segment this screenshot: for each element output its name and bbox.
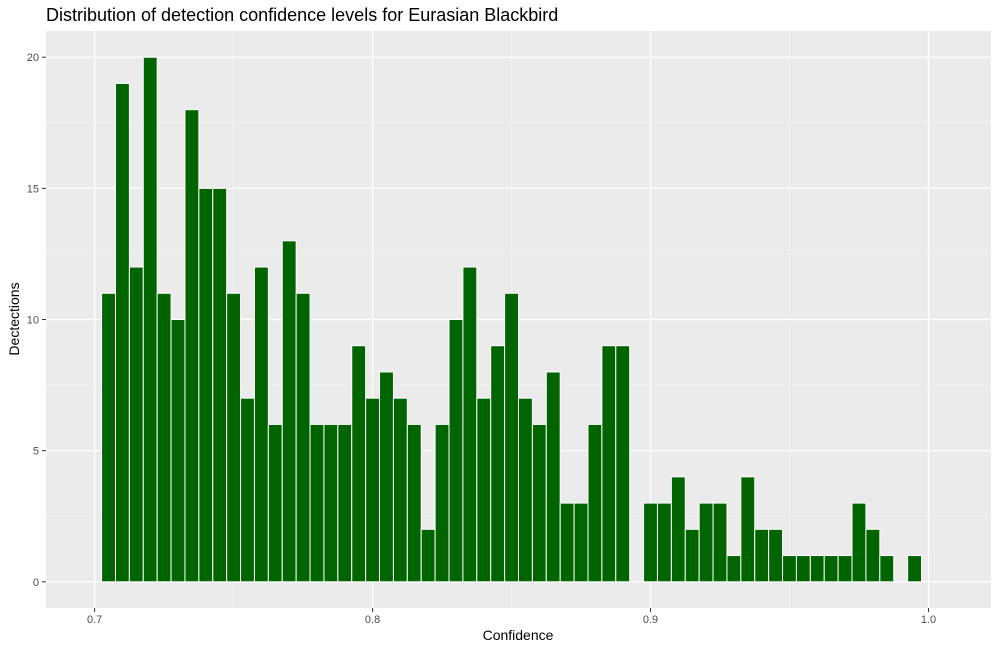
- histogram-bar: [309, 423, 325, 583]
- histogram-bar: [184, 109, 200, 583]
- histogram-bar: [809, 555, 825, 583]
- y-tick-label: 5: [33, 446, 39, 458]
- histogram-bar: [531, 423, 547, 583]
- x-tick-label: 0.7: [87, 614, 102, 626]
- histogram-bar: [281, 240, 297, 583]
- histogram-bar: [712, 502, 728, 583]
- histogram-bar: [795, 555, 811, 583]
- histogram-bar: [240, 397, 255, 583]
- y-tick-label: 10: [27, 315, 39, 327]
- histogram-bar: [684, 528, 700, 583]
- histogram-bar: [726, 555, 742, 583]
- histogram-bar: [295, 292, 311, 583]
- y-tick-label: 15: [27, 183, 39, 195]
- histogram-bar: [601, 345, 617, 583]
- histogram-bar: [142, 56, 158, 583]
- histogram-bar: [392, 397, 408, 583]
- histogram-bar: [518, 397, 533, 583]
- histogram-bar: [170, 319, 186, 583]
- histogram-bar: [670, 476, 686, 583]
- histogram-bar: [156, 292, 172, 583]
- histogram-bar: [128, 266, 144, 583]
- histogram-bar: [434, 423, 450, 583]
- histogram-bar: [323, 423, 339, 583]
- x-tick-label: 0.8: [365, 614, 380, 626]
- histogram-bar: [559, 502, 575, 583]
- histogram-bar: [420, 528, 436, 583]
- histogram-bar: [406, 423, 422, 583]
- histogram-bar: [476, 397, 492, 583]
- histogram-bar: [337, 423, 353, 583]
- histogram-bar: [587, 423, 603, 583]
- histogram-bar: [504, 292, 519, 583]
- y-tick-label: 20: [27, 52, 39, 64]
- histogram-bar: [114, 82, 130, 583]
- x-axis-title: Confidence: [483, 627, 554, 643]
- histogram-bar: [907, 555, 923, 583]
- x-axis: 0.7 0.8 0.9 1.0: [87, 608, 936, 626]
- histogram-bar: [545, 371, 561, 583]
- histogram-bar: [615, 345, 631, 583]
- histogram-bar: [879, 555, 895, 583]
- histogram-bar: [837, 555, 853, 583]
- histogram-bar: [740, 476, 756, 583]
- y-tick-label: 0: [33, 577, 39, 589]
- histogram-bar: [226, 292, 242, 583]
- histogram-bar: [351, 345, 367, 583]
- x-tick-label: 0.9: [643, 614, 658, 626]
- histogram-bar: [865, 528, 881, 583]
- x-tick-label: 1.0: [921, 614, 936, 626]
- histogram-bar: [462, 266, 478, 583]
- histogram-bar: [573, 502, 589, 583]
- histogram-bar: [101, 292, 116, 583]
- chart-title: Distribution of detection confidence lev…: [46, 5, 558, 25]
- histogram-bar: [782, 555, 797, 583]
- histogram-bar: [490, 345, 506, 583]
- histogram-bar: [768, 528, 784, 583]
- histogram-bar: [754, 528, 770, 583]
- histogram-bar: [656, 502, 672, 583]
- bars: [101, 56, 923, 583]
- histogram-bar: [643, 502, 658, 583]
- histogram-bar: [448, 319, 464, 583]
- histogram-bar: [823, 555, 839, 583]
- histogram-bar: [698, 502, 714, 583]
- y-axis: 0 5 10 15 20: [27, 52, 46, 589]
- histogram-bar: [379, 371, 394, 583]
- histogram-bar: [253, 266, 269, 583]
- y-axis-title: Dectections: [6, 282, 22, 355]
- histogram-bar: [267, 423, 283, 583]
- histogram-bar: [365, 397, 381, 583]
- histogram-bar: [851, 502, 867, 583]
- histogram-bar: [212, 187, 228, 583]
- histogram-bar: [198, 187, 214, 583]
